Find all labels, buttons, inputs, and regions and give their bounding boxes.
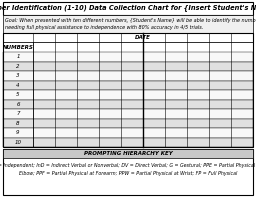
- Text: 9: 9: [16, 130, 20, 135]
- Bar: [3, 61, 253, 71]
- Bar: [3, 109, 253, 119]
- Text: 8: 8: [16, 121, 20, 126]
- Text: 3: 3: [16, 73, 20, 78]
- Text: needing full physical assistance to independence with 80% accuracy in 4/5 trials: needing full physical assistance to inde…: [5, 24, 203, 30]
- Bar: [3, 33, 253, 42]
- Bar: [3, 138, 253, 147]
- Bar: [3, 71, 253, 81]
- Bar: [3, 128, 253, 138]
- Bar: [3, 81, 253, 90]
- Bar: [3, 149, 253, 158]
- Text: Goal: When presented with ten different numbers, {Student's Name} will be able t: Goal: When presented with ten different …: [5, 18, 256, 22]
- Bar: [3, 52, 253, 61]
- Text: Number Identification (1-10) Data Collection Chart for {Insert Student's Name}: Number Identification (1-10) Data Collec…: [0, 5, 256, 12]
- Text: 4: 4: [16, 83, 20, 88]
- Bar: [3, 99, 253, 109]
- Text: 2: 2: [16, 64, 20, 69]
- Bar: [3, 90, 253, 99]
- Text: NUMBERS: NUMBERS: [3, 45, 34, 49]
- Text: 5: 5: [16, 92, 20, 97]
- Text: 1: 1: [16, 54, 20, 59]
- Bar: [3, 2, 253, 15]
- Text: DATE: DATE: [135, 35, 151, 40]
- Text: Elbow; PPF = Partial Physical at Forearm; PPW = Partial Physical at Wrist; FP = : Elbow; PPF = Partial Physical at Forearm…: [19, 170, 237, 176]
- Text: PROMPTING HIERARCHY KEY: PROMPTING HIERARCHY KEY: [84, 151, 172, 156]
- Text: I = Independent; InD = Indirect Verbal or Nonverbal; DV = Direct Verbal; G = Ges: I = Independent; InD = Indirect Verbal o…: [0, 163, 256, 167]
- Bar: [3, 42, 253, 52]
- Text: 10: 10: [15, 140, 22, 145]
- Text: 6: 6: [16, 102, 20, 107]
- Bar: [3, 33, 253, 147]
- Bar: [3, 119, 253, 128]
- Text: 7: 7: [16, 111, 20, 116]
- Bar: [3, 15, 253, 33]
- Bar: [3, 149, 253, 195]
